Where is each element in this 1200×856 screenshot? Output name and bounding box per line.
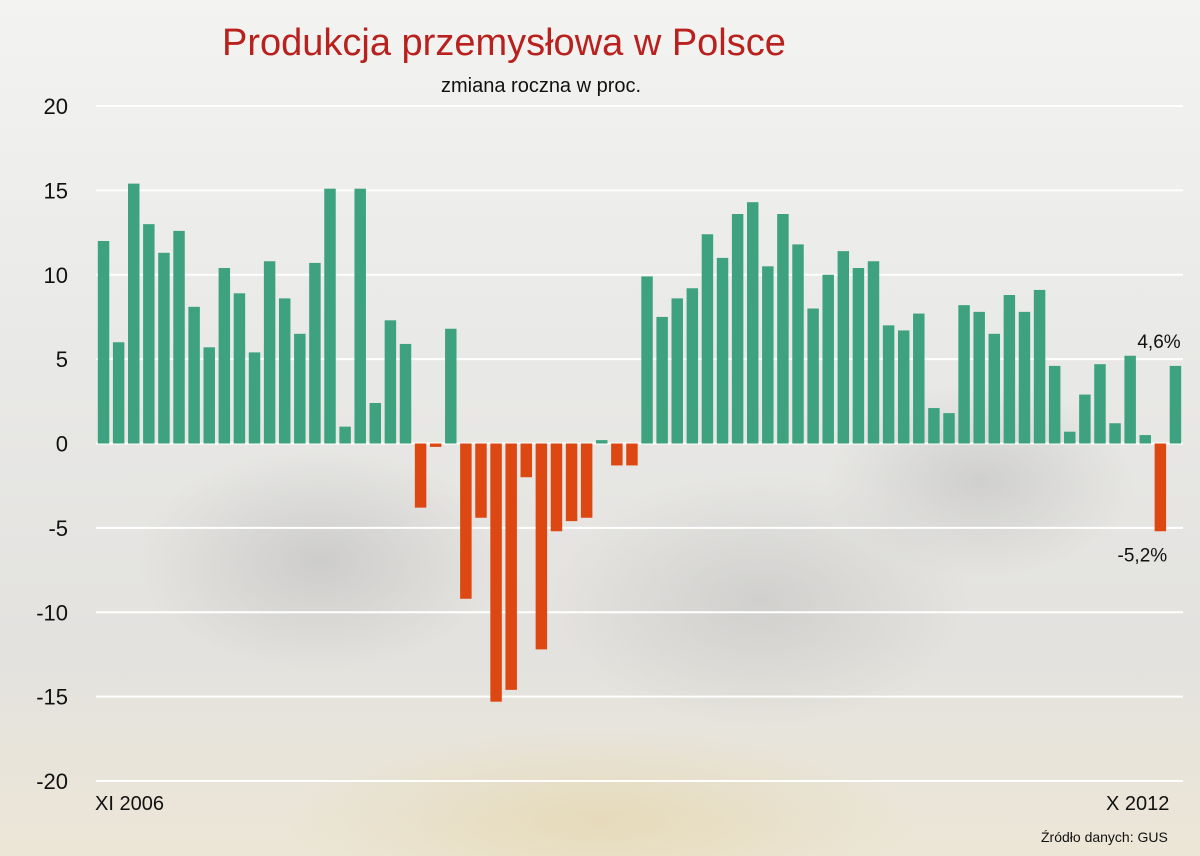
y-tick-label: 5 <box>56 347 68 372</box>
x-axis-last-label: X 2012 <box>1106 793 1170 815</box>
bar <box>822 274 834 444</box>
bar <box>731 214 744 444</box>
bar <box>475 443 487 518</box>
y-tick-label: 15 <box>44 178 68 203</box>
bar <box>1154 443 1167 532</box>
bars <box>97 183 1182 702</box>
bar <box>294 333 306 444</box>
bar <box>414 443 427 508</box>
bar <box>143 224 155 444</box>
bar <box>1109 423 1121 444</box>
bar <box>354 188 366 444</box>
bar <box>1094 364 1106 444</box>
bar <box>384 320 397 444</box>
bar <box>339 426 351 444</box>
bar <box>520 443 532 478</box>
bar <box>1048 365 1061 444</box>
bar <box>867 261 880 444</box>
bar <box>505 443 517 690</box>
y-tick-label: 20 <box>44 94 68 119</box>
y-axis-ticks: 20 15 10 5 0 -5 -10 -15 -20 <box>36 94 68 794</box>
bar <box>158 252 170 444</box>
bar <box>324 188 336 444</box>
bar <box>596 440 608 444</box>
bar <box>565 443 578 522</box>
bar <box>203 347 215 444</box>
bar <box>686 288 699 444</box>
bar <box>746 202 759 444</box>
bar <box>188 306 200 444</box>
chart-title: Produkcja przemysłowa w Polsce <box>222 22 786 64</box>
bar <box>445 328 457 444</box>
data-label: -5,2% <box>1118 545 1168 566</box>
bar <box>762 266 774 444</box>
bar <box>399 343 412 444</box>
bar <box>369 403 382 444</box>
bar <box>278 298 291 444</box>
bar <box>807 308 819 444</box>
bar <box>897 330 910 444</box>
bar <box>128 183 140 444</box>
bar <box>641 276 653 444</box>
bar <box>626 443 638 466</box>
bar <box>535 443 548 650</box>
bar <box>958 305 970 444</box>
bar <box>490 443 502 702</box>
bar <box>550 443 563 532</box>
bar <box>1169 365 1182 444</box>
bar <box>837 251 850 444</box>
bar <box>716 257 729 444</box>
bar <box>913 313 925 444</box>
source-note: Źródło danych: GUS <box>1041 829 1168 845</box>
bar <box>988 333 1001 444</box>
bar <box>233 293 246 444</box>
bar <box>97 241 110 444</box>
bar <box>1139 435 1151 444</box>
data-label: 4,6% <box>1137 332 1180 353</box>
y-tick-label: 0 <box>56 432 68 457</box>
bar <box>1124 355 1136 444</box>
bar <box>1064 431 1076 444</box>
bar <box>1003 295 1016 444</box>
bar <box>701 234 714 444</box>
x-axis-first-label: XI 2006 <box>95 793 164 815</box>
bar <box>928 408 940 444</box>
bar <box>656 316 668 444</box>
bar <box>460 443 472 599</box>
bar <box>611 443 623 466</box>
bar <box>1033 289 1046 444</box>
bar <box>943 413 955 444</box>
bar <box>882 325 895 444</box>
y-tick-label: -5 <box>48 516 68 541</box>
bar <box>852 268 865 444</box>
bar <box>173 230 185 444</box>
data-labels: 4,6% -5,2% <box>1118 332 1181 566</box>
y-tick-label: -15 <box>36 685 68 710</box>
y-tick-label: -10 <box>36 600 68 625</box>
bar <box>580 443 593 518</box>
bar <box>777 214 789 444</box>
bar <box>248 352 261 444</box>
bar <box>671 298 683 444</box>
bar <box>263 261 276 444</box>
chart-subtitle: zmiana roczna w proc. <box>441 75 642 97</box>
gridlines <box>96 105 1183 782</box>
bar <box>1079 394 1091 444</box>
bar <box>309 262 321 444</box>
y-tick-label: -20 <box>36 769 68 794</box>
y-tick-label: 10 <box>44 263 68 288</box>
bar <box>429 443 442 447</box>
bar <box>112 342 125 444</box>
bar <box>792 244 804 444</box>
bar <box>973 311 985 444</box>
bar <box>1018 311 1031 444</box>
bar <box>218 268 231 444</box>
